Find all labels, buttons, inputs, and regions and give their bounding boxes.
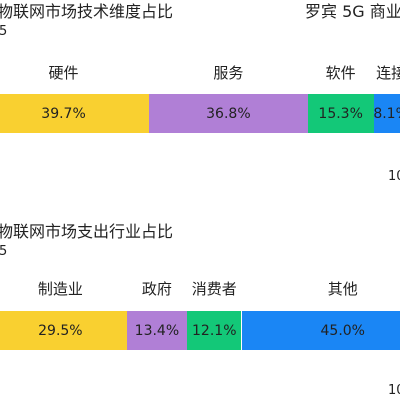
category-label: 硬件	[48, 64, 79, 82]
category-label: 其他	[327, 280, 358, 298]
header-right-text: 罗宾 5G 商业证	[305, 2, 400, 21]
bar-segment-3: 15.3%	[307, 94, 374, 133]
bar-value-label: 39.7%	[41, 105, 86, 122]
bar-segment-1: 29.5%	[0, 311, 127, 350]
category-label: 服务	[213, 64, 244, 82]
bar-segment-4: 8.1%	[373, 94, 400, 133]
bar-segment-4: 45.0%	[241, 311, 400, 350]
chart-2-axis-label: 10	[388, 383, 400, 398]
bar-value-label: 45.0%	[320, 322, 365, 339]
chart-1-title: 物联网市场技术维度占比	[0, 2, 174, 21]
bar-value-label: 29.5%	[38, 322, 83, 339]
bar-segment-2: 13.4%	[126, 311, 188, 350]
bar-value-label: 12.1%	[192, 322, 237, 339]
bar-value-label: 13.4%	[134, 322, 180, 339]
category-label: 制造业	[37, 280, 83, 298]
bar-value-label: 36.8%	[206, 105, 251, 122]
bar-segment-3: 12.1%	[187, 311, 242, 350]
bar-value-label: 15.3%	[318, 105, 363, 122]
bar-value-label: 8.1%	[373, 105, 400, 122]
chart-1-axis-label: 10	[388, 169, 400, 184]
bar-segment-2: 36.8%	[149, 94, 308, 133]
chart-1-year-label: 5	[0, 24, 8, 39]
category-label: 消费者	[191, 280, 237, 298]
chart-2-year-label: 5	[0, 244, 8, 259]
category-label: 连接	[376, 64, 400, 82]
bar-segment-1: 39.7%	[0, 94, 150, 133]
chart-2-title: 物联网市场支出行业占比	[0, 222, 174, 241]
category-label: 政府	[141, 280, 172, 298]
category-label: 软件	[325, 64, 356, 82]
